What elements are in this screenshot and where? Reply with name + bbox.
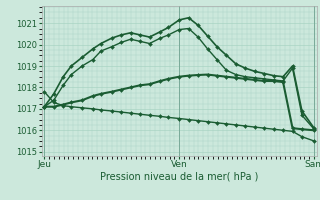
X-axis label: Pression niveau de la mer( hPa ): Pression niveau de la mer( hPa ) bbox=[100, 172, 258, 182]
